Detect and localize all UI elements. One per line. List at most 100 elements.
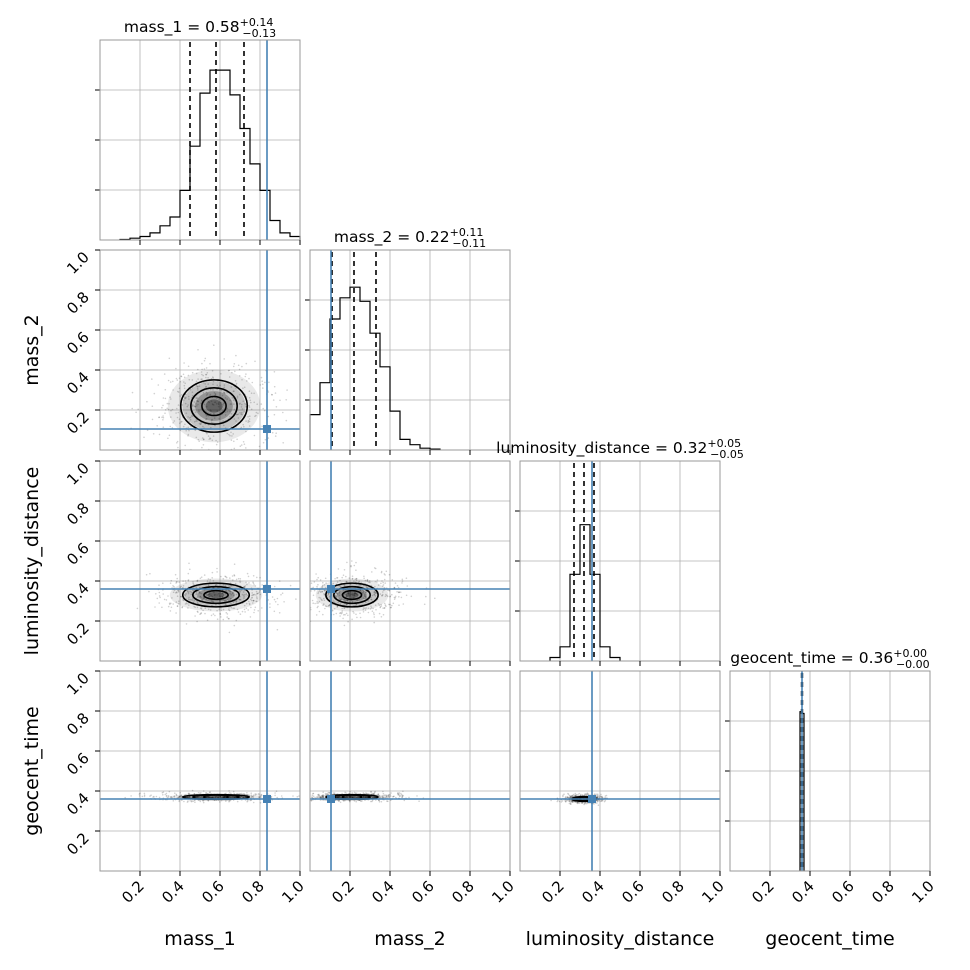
sample-point	[176, 378, 178, 380]
sample-point	[314, 797, 316, 799]
sample-point	[396, 591, 398, 593]
sample-point	[158, 584, 160, 586]
y-tick-label: 1.0	[63, 459, 93, 489]
sample-point	[239, 369, 241, 371]
sample-point	[279, 612, 281, 614]
sample-point	[340, 802, 342, 804]
sample-point	[374, 616, 376, 618]
truth-marker	[263, 795, 271, 803]
sample-point	[172, 603, 174, 605]
sample-point	[237, 801, 239, 803]
sample-point	[183, 374, 185, 376]
sample-point	[596, 794, 598, 796]
sample-point	[169, 603, 171, 605]
sample-point	[394, 597, 396, 599]
sample-point	[248, 378, 250, 380]
panel-luminosity_distance-vs-mass_2	[310, 461, 510, 661]
sample-point	[434, 598, 436, 600]
sample-point	[204, 613, 206, 615]
sample-point	[254, 361, 256, 363]
sample-point	[322, 614, 324, 616]
truth-marker	[327, 585, 335, 593]
panel-geocent_time-vs-mass_2	[310, 671, 510, 871]
panel-mass_2-vs-mass_1	[100, 250, 300, 451]
sample-point	[214, 615, 216, 617]
sample-point	[314, 590, 316, 592]
sample-point	[189, 569, 191, 571]
x-tick-label: 0.4	[578, 877, 608, 907]
sample-point	[274, 586, 276, 588]
sample-point	[371, 571, 373, 573]
x-tick-label: 0.8	[868, 877, 898, 907]
sample-point	[384, 574, 386, 576]
panel-geocent_time-vs-luminosity_distance	[520, 671, 720, 871]
sample-point	[356, 617, 358, 619]
panel-title-geocent_time: geocent_time = 0.36+0.00 −0.00	[730, 647, 929, 671]
sample-point	[216, 444, 218, 446]
sample-point	[146, 574, 148, 576]
sample-point	[155, 593, 157, 595]
sample-point	[179, 377, 181, 379]
y-axis-label-mass_2: mass_2	[21, 314, 43, 386]
panel-luminosity_distance-vs-luminosity_distance	[520, 461, 720, 661]
sample-point	[385, 605, 387, 607]
panel-background	[310, 671, 510, 871]
sample-point	[152, 405, 154, 407]
sample-point	[159, 592, 161, 594]
density-region	[206, 399, 223, 412]
sample-point	[365, 792, 367, 794]
sample-point	[316, 579, 318, 581]
sample-point	[406, 577, 408, 579]
sample-point	[336, 613, 338, 615]
sample-point	[320, 579, 322, 581]
sample-point	[411, 596, 413, 598]
sample-point	[281, 795, 283, 797]
sample-point	[353, 612, 355, 614]
panel-title-luminosity_distance: luminosity_distance = 0.32+0.05 −0.05	[496, 437, 744, 461]
sample-point	[162, 419, 164, 421]
sample-point	[203, 790, 205, 792]
density-region	[208, 592, 225, 598]
sample-point	[188, 573, 190, 575]
sample-point	[384, 603, 386, 605]
sample-point	[247, 609, 249, 611]
sample-point	[406, 595, 408, 597]
sample-point	[269, 603, 271, 605]
sample-point	[228, 618, 230, 620]
x-tick-label: 0.6	[618, 877, 648, 907]
x-tick-label: 1.0	[488, 877, 518, 907]
sample-point	[373, 614, 375, 616]
sample-point	[204, 574, 206, 576]
sample-point	[375, 609, 377, 611]
sample-point	[246, 608, 248, 610]
sample-point	[252, 581, 254, 583]
sample-point	[363, 578, 365, 580]
y-axis-label-geocent_time: geocent_time	[21, 706, 43, 835]
sample-point	[391, 605, 393, 607]
sample-point	[355, 569, 357, 571]
sample-point	[317, 577, 319, 579]
y-tick-label: 0.2	[63, 829, 93, 859]
sample-point	[352, 575, 354, 577]
truth-marker	[327, 795, 335, 803]
sample-point	[389, 574, 391, 576]
sample-point	[166, 408, 168, 410]
sample-point	[170, 381, 172, 383]
sample-point	[373, 622, 375, 624]
sample-point	[312, 794, 314, 796]
sample-point	[561, 801, 563, 803]
sample-point	[339, 613, 341, 615]
sample-point	[290, 585, 292, 587]
sample-point	[261, 403, 263, 405]
sample-point	[566, 800, 568, 802]
sample-point	[159, 797, 161, 799]
sample-point	[404, 800, 406, 802]
sample-point	[259, 446, 261, 448]
sample-point	[223, 619, 225, 621]
sample-point	[246, 801, 248, 803]
sample-point	[593, 803, 595, 805]
sample-point	[224, 576, 226, 578]
sample-point	[390, 595, 392, 597]
sample-point	[211, 577, 213, 579]
sample-point	[424, 604, 426, 606]
